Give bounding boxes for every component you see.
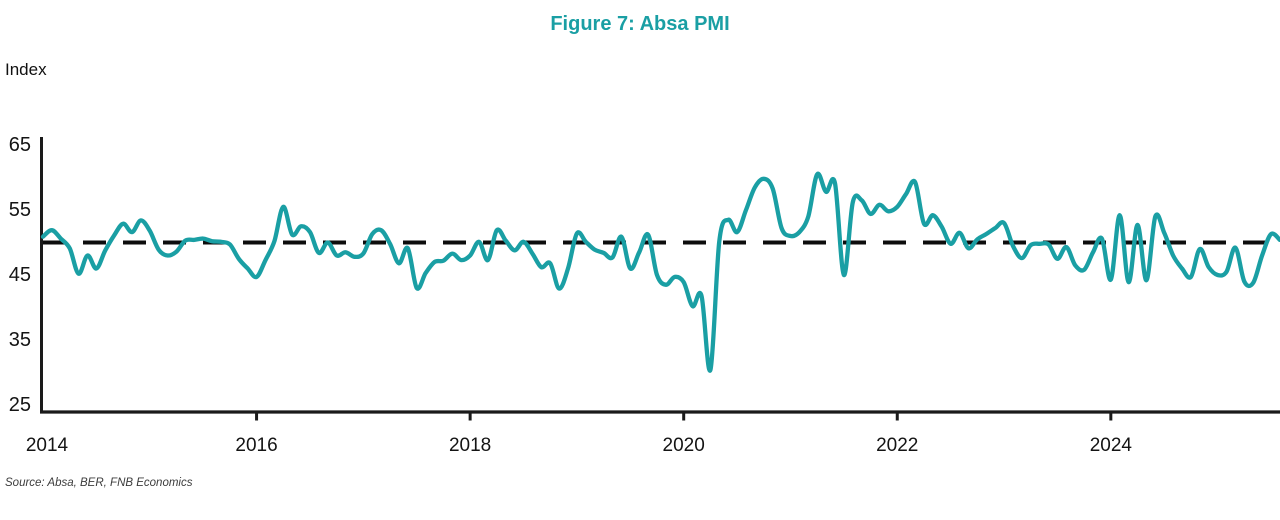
chart-title: Figure 7: Absa PMI (550, 13, 730, 35)
x-tick-label: 2016 (235, 435, 278, 456)
y-tick-label: 25 (8, 394, 31, 416)
y-tick-label: 35 (8, 329, 31, 351)
source-note: Source: Absa, BER, FNB Economics (5, 477, 193, 489)
pmi-line-series (40, 171, 1280, 373)
y-tick-label: 55 (8, 199, 31, 221)
x-tick-label: 2024 (1089, 435, 1132, 456)
y-axis-title: Index (5, 60, 47, 79)
x-tick-label: 2014 (25, 435, 69, 456)
x-tick-label: 2022 (876, 435, 919, 456)
y-tick-label: 65 (8, 134, 31, 156)
y-tick-label: 45 (8, 264, 31, 286)
x-tick-label: 2018 (448, 435, 492, 456)
x-tick-label: 2020 (662, 435, 705, 456)
